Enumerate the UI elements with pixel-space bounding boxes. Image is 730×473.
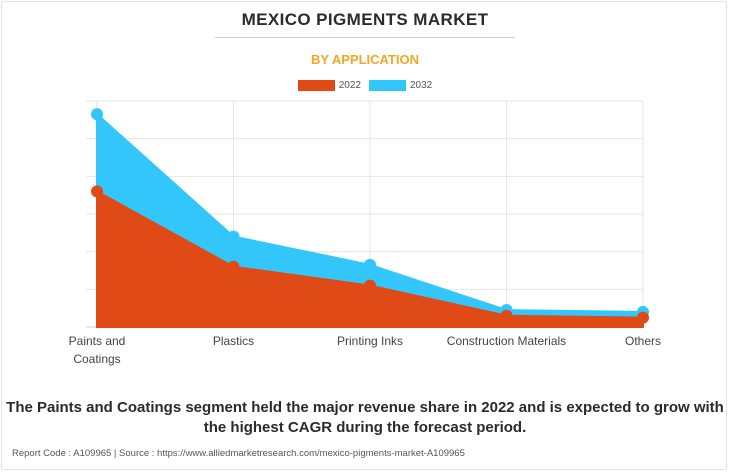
legend-label-2032: 2032 bbox=[410, 80, 433, 91]
area-2022 bbox=[96, 190, 644, 328]
x-tick-label: Paints and Coatings bbox=[69, 334, 126, 366]
legend-item-2032[interactable]: 2032 bbox=[369, 80, 432, 91]
legend-label-2022: 2022 bbox=[338, 80, 361, 91]
point-2022-4[interactable]: Others: 5 bbox=[637, 311, 649, 324]
point-2022-3[interactable]: Construction Materials: 6 bbox=[500, 309, 513, 322]
point-2022-1[interactable]: Plastics: 32 bbox=[227, 260, 240, 273]
point-2022-0[interactable]: Paints and Coatings: 72 bbox=[91, 185, 103, 198]
title-divider bbox=[215, 37, 515, 38]
point-2032-2[interactable]: Printing Inks: 33 bbox=[364, 258, 376, 271]
chart-subtitle: BY APPLICATION bbox=[310, 52, 420, 67]
point-2032-0[interactable]: Paints and Coatings: 113 bbox=[91, 108, 103, 121]
x-tick-label: Plastics bbox=[213, 334, 254, 348]
x-tick-label: Construction Materials bbox=[447, 334, 566, 348]
x-tick-label: Others bbox=[625, 334, 661, 348]
point-2032-1[interactable]: Plastics: 48 bbox=[227, 230, 240, 243]
point-2022-2[interactable]: Printing Inks: 22 bbox=[364, 279, 376, 292]
x-tick-label: Printing Inks bbox=[337, 334, 403, 348]
report-footer: Report Code : A109965 | Source : https:/… bbox=[12, 448, 465, 459]
chart-title: MEXICO PIGMENTS MARKET bbox=[241, 10, 489, 29]
chart-caption: The Paints and Coatings segment held the… bbox=[6, 399, 724, 436]
legend-item-2022[interactable]: 2022 bbox=[297, 80, 361, 91]
legend: 2022 2032 bbox=[0, 80, 730, 91]
legend-swatch-2022 bbox=[297, 80, 335, 91]
legend-swatch-2032 bbox=[369, 80, 406, 91]
